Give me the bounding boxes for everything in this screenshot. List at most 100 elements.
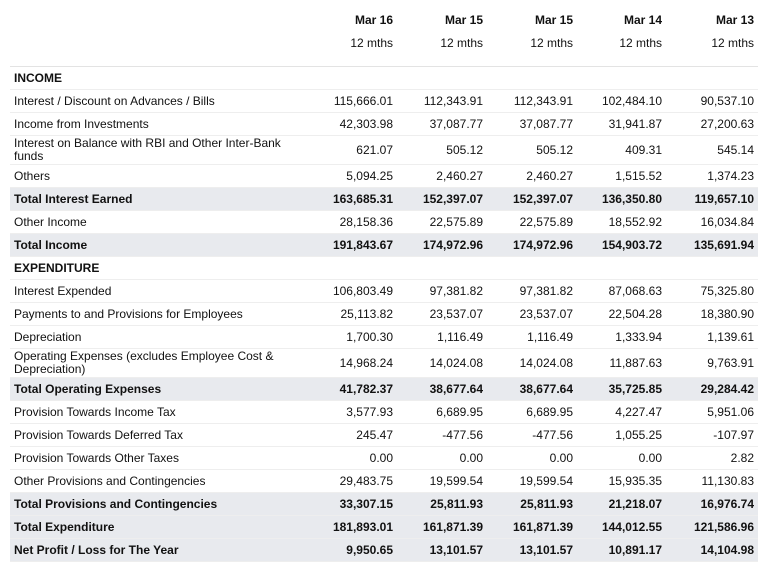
value-cell: 1,116.49 [397, 325, 487, 349]
value-cell: 505.12 [397, 135, 487, 165]
total-row: Total Provisions and Contingencies 33,307… [10, 492, 758, 516]
value-cell: 0.00 [303, 446, 397, 470]
total-row: Total Income 191,843.67 174,972.96 174,972.… [10, 233, 758, 257]
row-label: INCOME [10, 66, 303, 90]
value-cell: 97,381.82 [487, 279, 577, 303]
value-cell [397, 256, 487, 280]
value-cell: 41,782.37 [303, 377, 397, 401]
profit-loss-table: Mar 16 Mar 15 Mar 15 Mar 14 Mar 13 12 mt… [10, 0, 758, 562]
value-cell: 10,891.17 [577, 538, 666, 562]
value-cell [303, 256, 397, 280]
value-cell [666, 66, 758, 90]
value-cell: 11,887.63 [577, 348, 666, 378]
value-cell [487, 256, 577, 280]
value-cell: 2.82 [666, 446, 758, 470]
value-cell: 174,972.96 [397, 233, 487, 257]
table-row: Provision Towards Deferred Tax 245.47 -477… [10, 423, 758, 447]
value-cell: 115,666.01 [303, 89, 397, 113]
value-cell: 181,893.01 [303, 515, 397, 539]
table-row: Interest Expended 106,803.49 97,381.82 97,3… [10, 279, 758, 303]
duration-header: 12 mths [440, 35, 483, 50]
row-label: Operating Expenses (excludes Employee Co… [10, 348, 303, 378]
value-cell: 11,130.83 [666, 469, 758, 493]
section-header-row: INCOME [10, 66, 758, 90]
row-label: Total Income [10, 233, 303, 257]
value-cell: 29,483.75 [303, 469, 397, 493]
value-cell: 21,218.07 [577, 492, 666, 516]
value-cell: 31,941.87 [577, 112, 666, 136]
year-header: Mar 15 [534, 13, 573, 27]
row-label: Payments to and Provisions for Employees [10, 302, 303, 326]
value-cell [303, 66, 397, 90]
value-cell: 90,537.10 [666, 89, 758, 113]
value-cell: 87,068.63 [577, 279, 666, 303]
total-row: Total Operating Expenses 41,782.37 38,677.… [10, 377, 758, 401]
value-cell: 38,677.64 [397, 377, 487, 401]
value-cell: 1,116.49 [487, 325, 577, 349]
total-row: Total Interest Earned 163,685.31 152,397.0… [10, 187, 758, 211]
value-cell: 174,972.96 [487, 233, 577, 257]
value-cell: 33,307.15 [303, 492, 397, 516]
year-header: Mar 14 [623, 13, 662, 27]
value-cell: 1,333.94 [577, 325, 666, 349]
value-cell: 38,677.64 [487, 377, 577, 401]
row-label: Total Expenditure [10, 515, 303, 539]
value-cell: 1,515.52 [577, 164, 666, 188]
row-label: Other Income [10, 210, 303, 234]
value-cell: 13,101.57 [397, 538, 487, 562]
row-label: Total Operating Expenses [10, 377, 303, 401]
value-cell: 9,763.91 [666, 348, 758, 378]
table-row: Payments to and Provisions for Employees… [10, 302, 758, 326]
table-row: Other Income 28,158.36 22,575.89 22,575.89 1… [10, 210, 758, 234]
row-label: EXPENDITURE [10, 256, 303, 280]
value-cell: 5,094.25 [303, 164, 397, 188]
value-cell: 1,700.30 [303, 325, 397, 349]
duration-header: 12 mths [530, 35, 573, 50]
value-cell: 152,397.07 [487, 187, 577, 211]
year-header: Mar 16 [354, 13, 393, 27]
table-row: Other Provisions and Contingencies 29,483… [10, 469, 758, 493]
value-cell: 23,537.07 [397, 302, 487, 326]
value-cell: 0.00 [397, 446, 487, 470]
value-cell: 119,657.10 [666, 187, 758, 211]
section-header-row: EXPENDITURE [10, 256, 758, 280]
value-cell: 5,951.06 [666, 400, 758, 424]
value-cell: 136,350.80 [577, 187, 666, 211]
value-cell: 154,903.72 [577, 233, 666, 257]
value-cell: 29,284.42 [666, 377, 758, 401]
value-cell: 161,871.39 [397, 515, 487, 539]
header-divider [10, 56, 758, 67]
value-cell: 6,689.95 [487, 400, 577, 424]
value-cell: -107.97 [666, 423, 758, 447]
value-cell: 14,104.98 [666, 538, 758, 562]
value-cell: 4,227.47 [577, 400, 666, 424]
value-cell: 112,343.91 [397, 89, 487, 113]
total-row: Total Expenditure 181,893.01 161,871.39 161… [10, 515, 758, 539]
row-label: Net Profit / Loss for The Year [10, 538, 303, 562]
row-label: Interest on Balance with RBI and Other I… [10, 135, 303, 165]
duration-header: 12 mths [711, 35, 754, 50]
table-row: Others 5,094.25 2,460.27 2,460.27 1,515.52 1,… [10, 164, 758, 188]
value-cell [397, 66, 487, 90]
header-blank [10, 29, 303, 56]
financial-statement: Mar 16 Mar 15 Mar 15 Mar 14 Mar 13 12 mt… [10, 13, 758, 562]
year-header: Mar 15 [444, 13, 483, 27]
value-cell: 135,691.94 [666, 233, 758, 257]
value-cell: 14,024.08 [397, 348, 487, 378]
value-cell [577, 256, 666, 280]
total-row: Net Profit / Loss for The Year 9,950.65 13… [10, 538, 758, 562]
value-cell: 3,577.93 [303, 400, 397, 424]
row-label: Provision Towards Deferred Tax [10, 423, 303, 447]
value-cell: 6,689.95 [397, 400, 487, 424]
row-label: Total Provisions and Contingencies [10, 492, 303, 516]
value-cell: 19,599.54 [487, 469, 577, 493]
value-cell: -477.56 [487, 423, 577, 447]
value-cell: 22,504.28 [577, 302, 666, 326]
row-label: Others [10, 164, 303, 188]
value-cell: 37,087.77 [487, 112, 577, 136]
table-row: Income from Investments 42,303.98 37,087.7… [10, 112, 758, 136]
value-cell: 191,843.67 [303, 233, 397, 257]
value-cell: 27,200.63 [666, 112, 758, 136]
value-cell: 1,139.61 [666, 325, 758, 349]
value-cell: 15,935.35 [577, 469, 666, 493]
